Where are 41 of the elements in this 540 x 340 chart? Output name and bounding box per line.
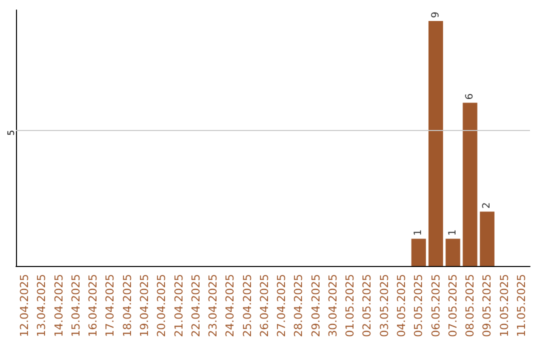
bar [480, 212, 494, 266]
x-tick-label: 12.04.2025 [18, 274, 32, 338]
x-tick-label: 13.04.2025 [35, 274, 48, 338]
x-tick-label: 17.04.2025 [104, 274, 117, 338]
x-tick-label: 27.04.2025 [275, 274, 288, 338]
x-tick-label: 01.05.2025 [344, 274, 357, 338]
x-tick-label: 19.04.2025 [138, 274, 151, 338]
bar [462, 102, 478, 266]
x-tick-label: 18.04.2025 [120, 274, 134, 338]
x-tick-label: 24.04.2025 [224, 274, 237, 338]
data-label: 6 [464, 93, 476, 100]
x-tick-label: 11.05.2025 [514, 274, 528, 338]
x-tick-label: 25.04.2025 [240, 274, 254, 338]
bar [411, 238, 426, 266]
bar [446, 238, 460, 266]
x-tick-label: 05.05.2025 [412, 274, 426, 338]
data-label: 1 [413, 229, 424, 236]
data-label: 2 [482, 202, 493, 209]
x-tick-label: 10.05.2025 [498, 274, 511, 338]
x-tick-label: 02.05.2025 [360, 274, 374, 338]
x-tick-label: 03.05.2025 [378, 274, 391, 338]
x-tick-label: 07.05.2025 [446, 274, 460, 338]
bar [428, 21, 444, 266]
x-tick-label: 15.04.2025 [69, 274, 82, 338]
x-tick-label: 29.04.2025 [309, 274, 322, 338]
x-tick-label: 16.04.2025 [86, 274, 100, 338]
x-tick-label: 30.04.2025 [326, 274, 340, 338]
x-tick-label: 21.04.2025 [172, 274, 186, 338]
x-tick-label: 23.04.2025 [206, 274, 220, 338]
x-tick-label: 26.04.2025 [258, 274, 271, 338]
data-label: 1 [447, 229, 458, 236]
x-tick-label: 14.04.2025 [52, 274, 66, 338]
x-tick-label: 20.04.2025 [155, 274, 168, 338]
x-tick-label: 09.05.2025 [480, 274, 494, 338]
ref-line-label: 5 [7, 130, 17, 136]
x-tick-label: 28.04.2025 [292, 274, 306, 338]
x-tick-label: 08.05.2025 [464, 274, 477, 338]
x-tick-label: 06.05.2025 [429, 274, 442, 338]
data-label: 9 [430, 12, 442, 18]
x-tick-label: 22.04.2025 [189, 274, 202, 338]
x-tick-label: 04.05.2025 [395, 274, 408, 338]
